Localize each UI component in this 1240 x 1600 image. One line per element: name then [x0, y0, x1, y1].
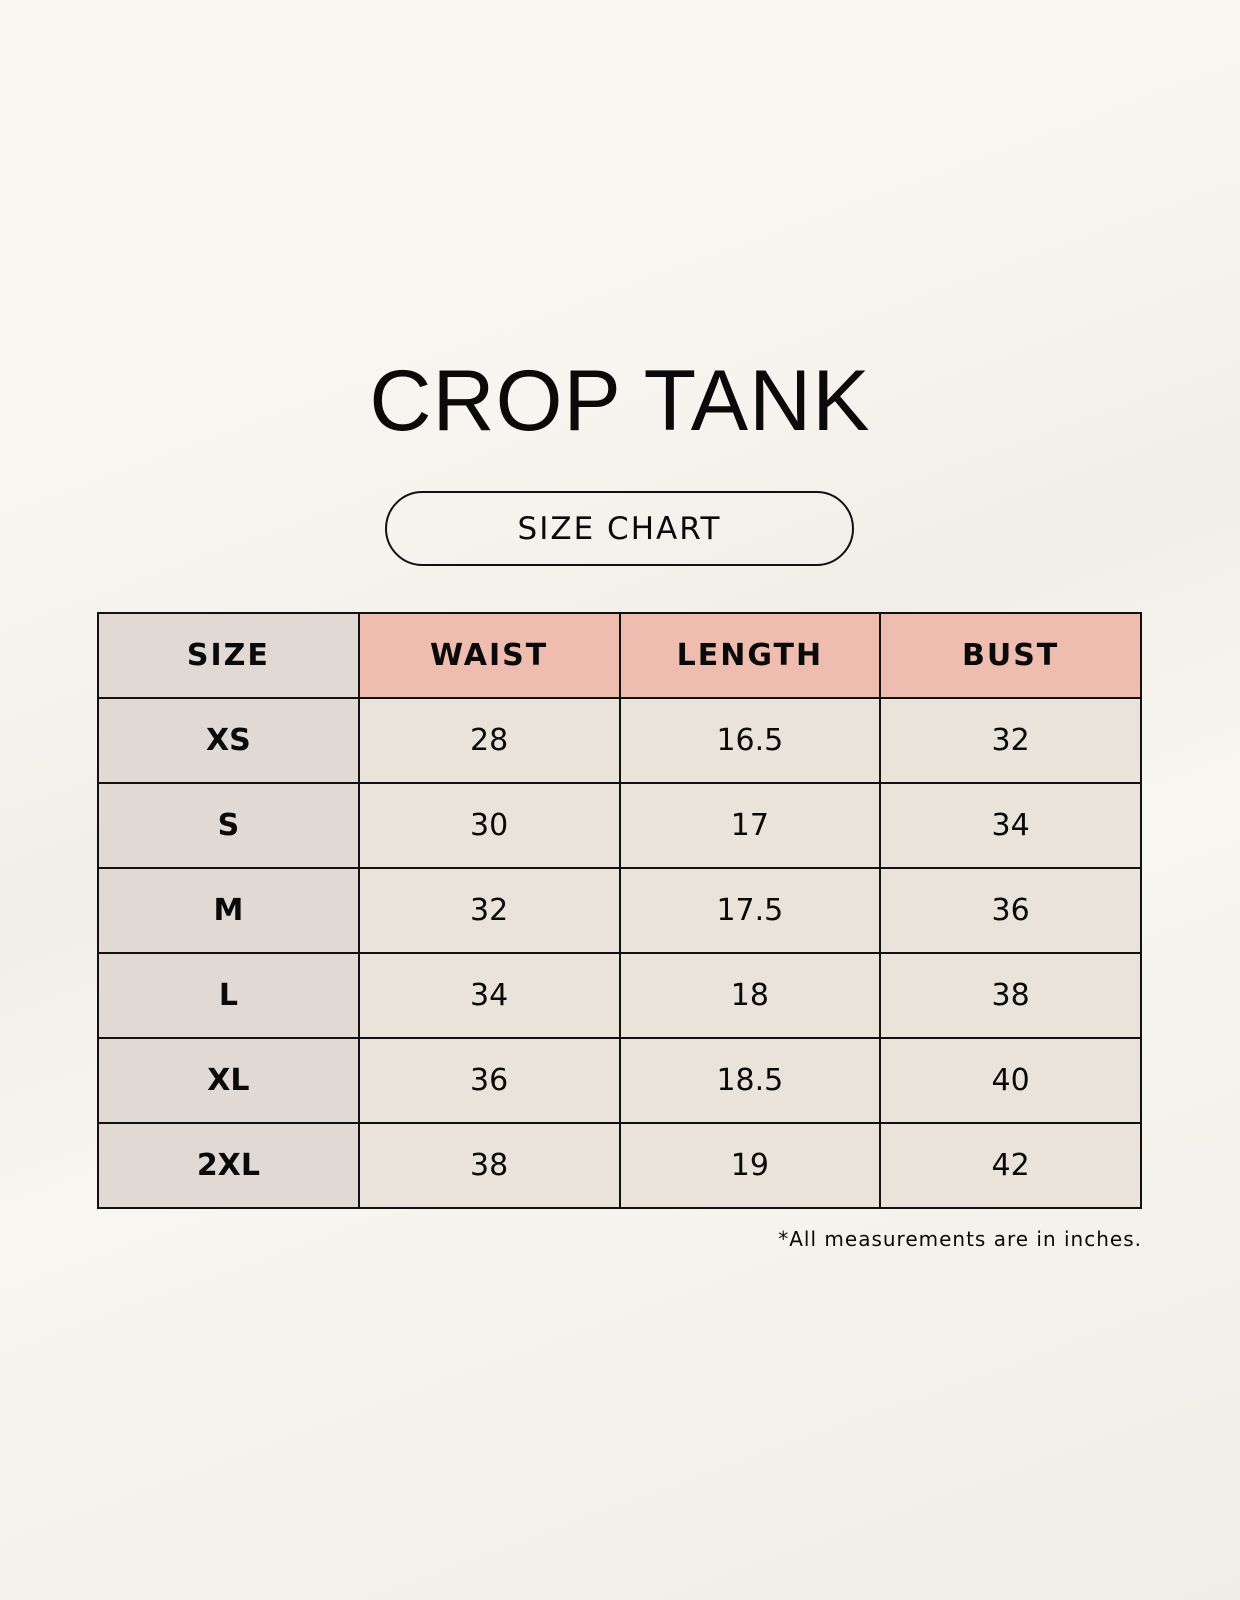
table-row: XS 28 16.5 32: [97, 697, 1142, 784]
cell-bust: 38: [879, 952, 1142, 1039]
cell-waist: 32: [357, 867, 621, 954]
header-size: SIZE: [97, 612, 360, 699]
cell-waist: 34: [357, 952, 621, 1039]
size-chart-table: SIZE WAIST LENGTH BUST XS 28 16.5 32 S 30 17 34…: [97, 612, 1142, 1209]
cell-size: S: [97, 782, 360, 869]
cell-length: 17.5: [618, 867, 882, 954]
cell-bust: 34: [879, 782, 1142, 869]
table-row: S 30 17 34: [97, 782, 1142, 869]
header-waist: WAIST: [357, 612, 621, 699]
cell-bust: 36: [879, 867, 1142, 954]
cell-waist: 38: [357, 1122, 621, 1209]
cell-length: 19: [618, 1122, 882, 1209]
measurement-note: *All measurements are in inches.: [778, 1227, 1142, 1251]
table-row: M 32 17.5 36: [97, 867, 1142, 954]
cell-size: 2XL: [97, 1122, 360, 1209]
cell-length: 16.5: [618, 697, 882, 784]
cell-size: M: [97, 867, 360, 954]
cell-waist: 30: [357, 782, 621, 869]
size-chart-badge: SIZE CHART: [385, 491, 854, 566]
header-bust: BUST: [879, 612, 1142, 699]
cell-length: 18.5: [618, 1037, 882, 1124]
cell-bust: 32: [879, 697, 1142, 784]
table-row: XL 36 18.5 40: [97, 1037, 1142, 1124]
table-row: L 34 18 38: [97, 952, 1142, 1039]
page-title: CROP TANK: [369, 353, 871, 449]
cell-length: 18: [618, 952, 882, 1039]
cell-bust: 40: [879, 1037, 1142, 1124]
table-row: 2XL 38 19 42: [97, 1122, 1142, 1209]
header-length: LENGTH: [618, 612, 882, 699]
cell-waist: 36: [357, 1037, 621, 1124]
cell-length: 17: [618, 782, 882, 869]
cell-bust: 42: [879, 1122, 1142, 1209]
cell-size: XS: [97, 697, 360, 784]
cell-size: XL: [97, 1037, 360, 1124]
cell-waist: 28: [357, 697, 621, 784]
cell-size: L: [97, 952, 360, 1039]
table-header-row: SIZE WAIST LENGTH BUST: [97, 612, 1142, 699]
